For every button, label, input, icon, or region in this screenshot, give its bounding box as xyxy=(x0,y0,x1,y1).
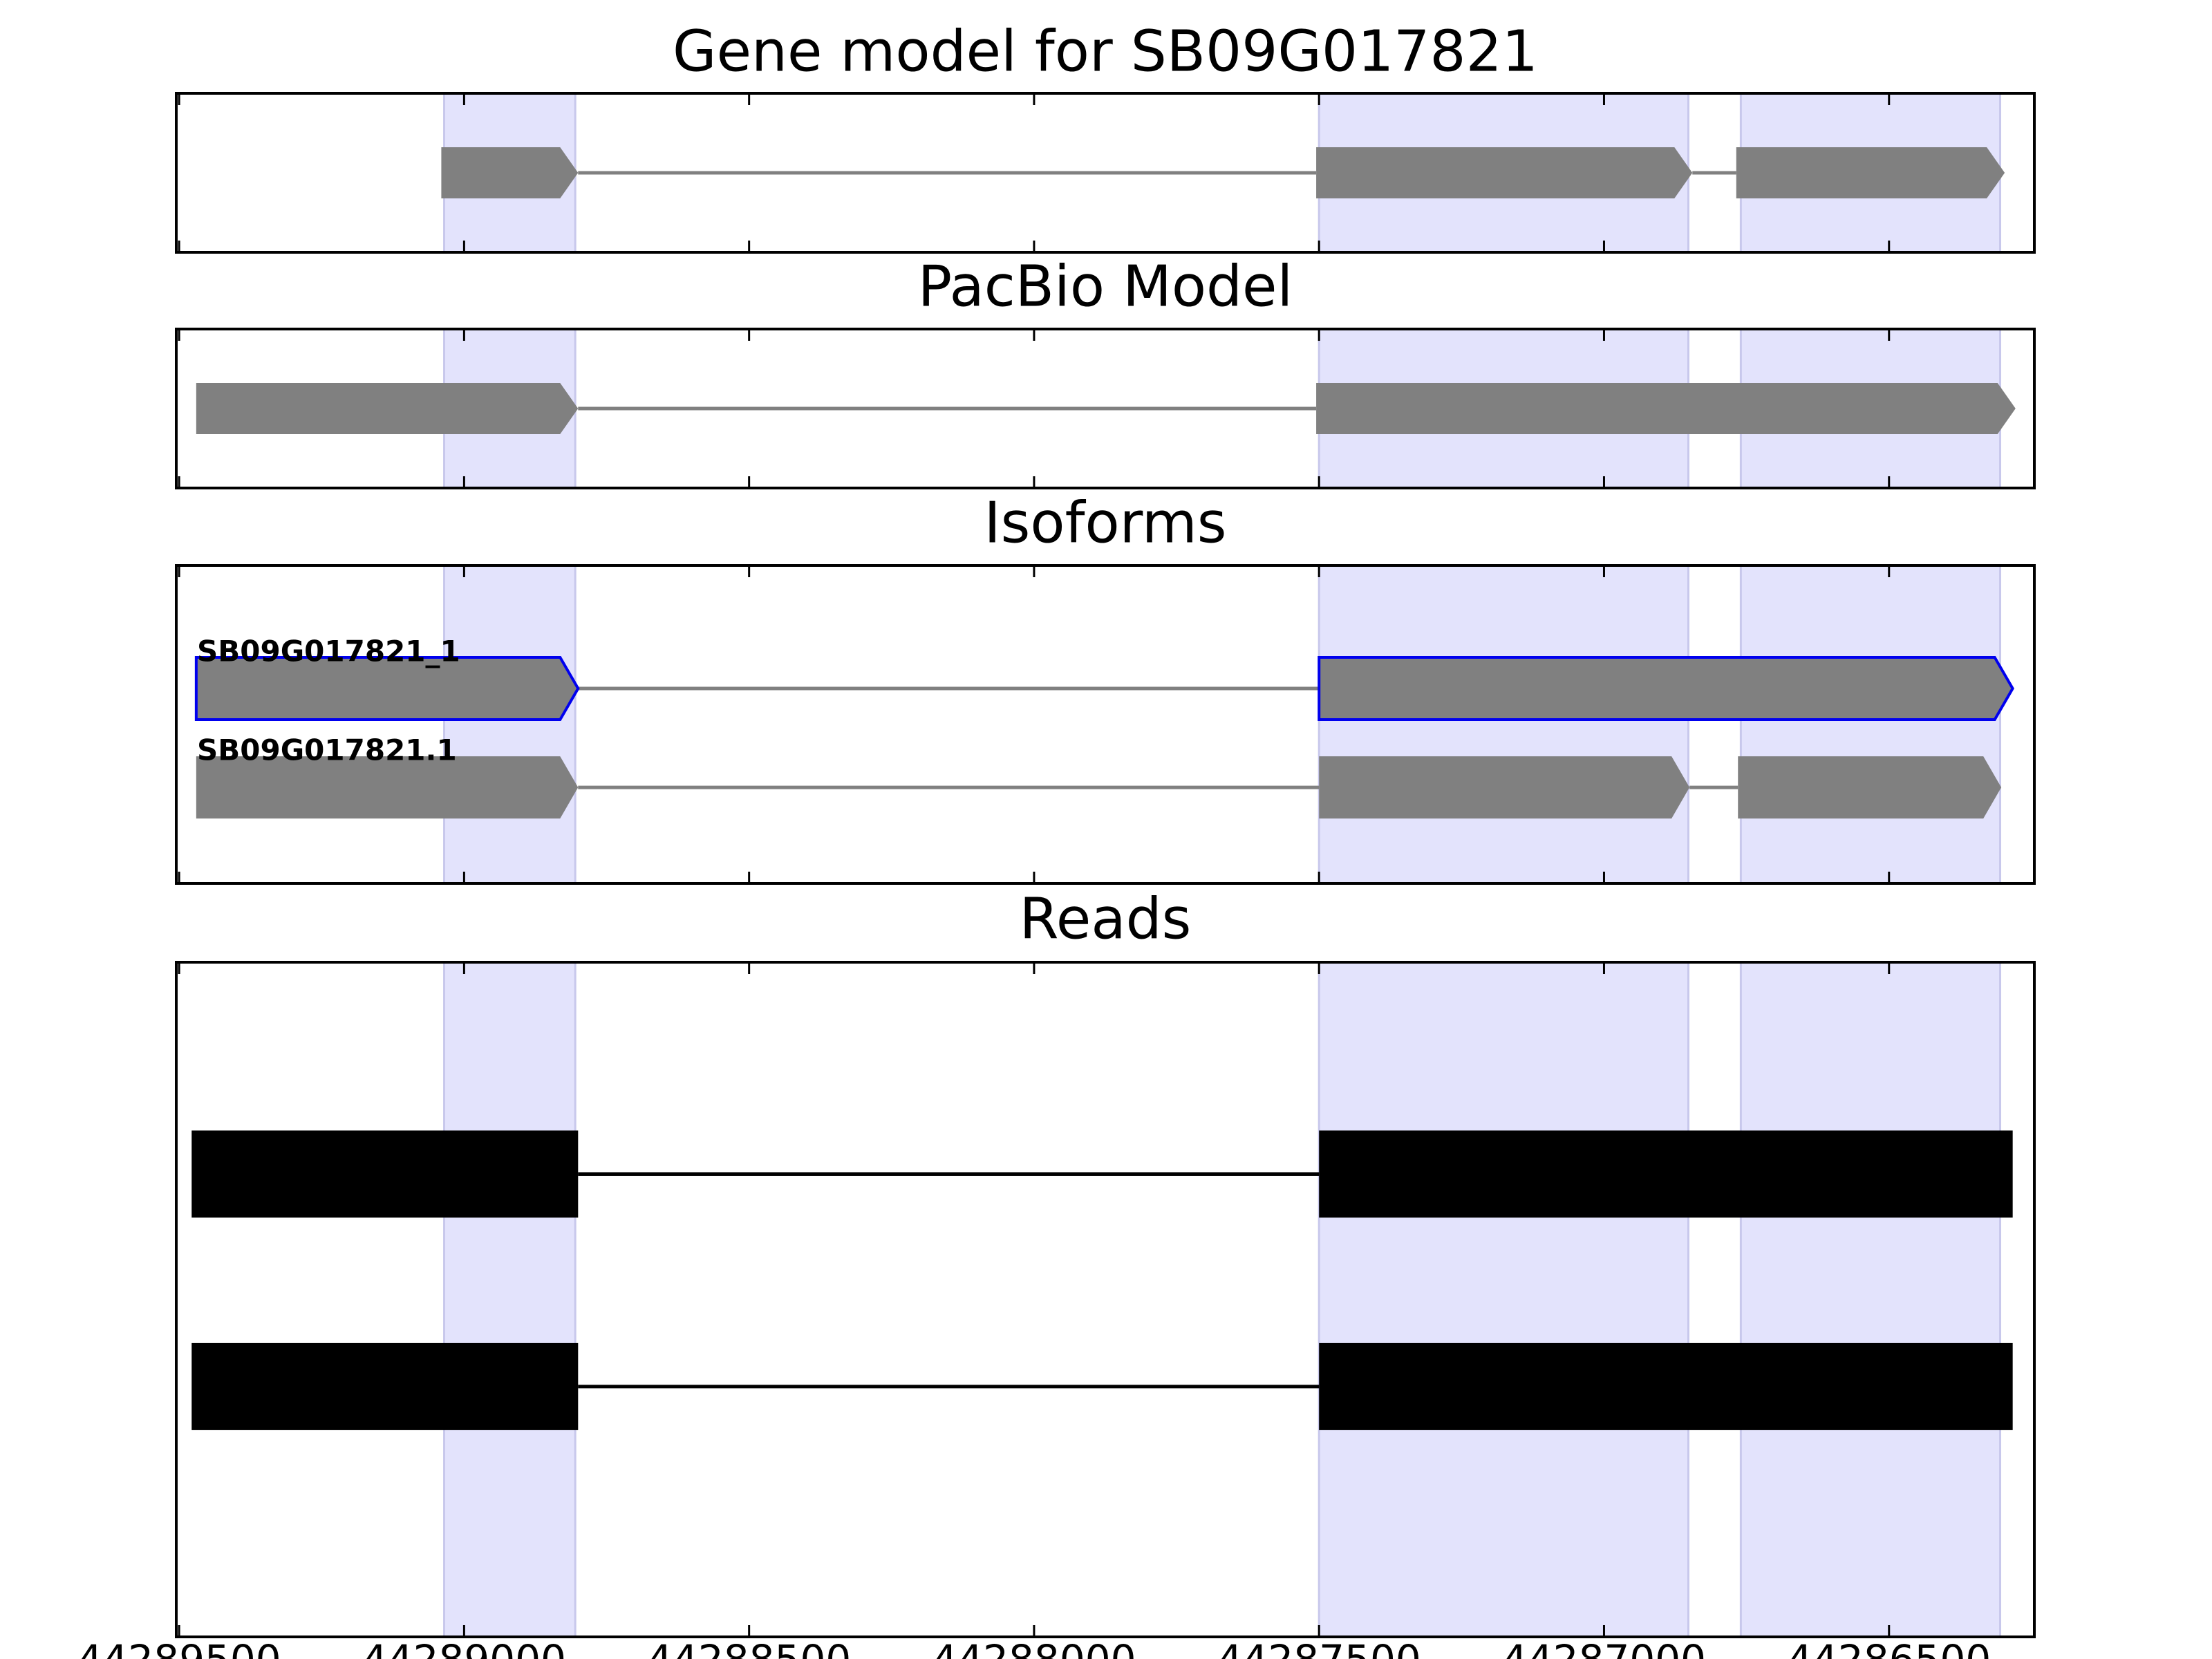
exon-highlight xyxy=(443,564,577,885)
x-tick-label: 44288500 xyxy=(647,1636,851,1659)
isoform-label: SB09G017821.1 xyxy=(197,733,457,767)
exon-highlight xyxy=(1318,961,1690,1638)
exon-highlight xyxy=(443,961,577,1638)
read-block xyxy=(1319,1342,2013,1430)
axes-frame xyxy=(175,92,2036,254)
exon-block xyxy=(194,656,580,722)
axes-frame xyxy=(175,328,2036,489)
x-tick-label: 44287000 xyxy=(1502,1636,1706,1659)
exon-block xyxy=(1736,147,2005,198)
panel-title: Gene model for SB09G017821 xyxy=(673,19,1538,84)
exon-highlight xyxy=(1318,564,1690,885)
exon-block xyxy=(196,756,579,819)
exon-block xyxy=(1318,656,2014,722)
exon-block xyxy=(196,383,579,434)
exon-block xyxy=(1316,147,1693,198)
exon-block xyxy=(1316,383,2016,434)
read-block xyxy=(191,1130,579,1218)
x-tick-label: 44287500 xyxy=(1217,1636,1421,1659)
panel-title: Isoforms xyxy=(984,490,1227,556)
panel-title: Reads xyxy=(1020,886,1192,952)
exon-block xyxy=(1319,756,1690,819)
axes-frame xyxy=(175,961,2036,1638)
axes-frame xyxy=(175,564,2036,885)
x-tick-label: 44288000 xyxy=(932,1636,1136,1659)
exon-block xyxy=(441,147,579,198)
exon-highlight xyxy=(1739,564,2002,885)
read-block xyxy=(1319,1130,2013,1218)
x-tick-label: 44289000 xyxy=(362,1636,566,1659)
isoform-label: SB09G017821_1 xyxy=(197,635,460,668)
x-tick-label: 44286500 xyxy=(1787,1636,1991,1659)
read-block xyxy=(191,1342,579,1430)
x-tick-label: 44289500 xyxy=(77,1636,281,1659)
exon-block xyxy=(1738,756,2002,819)
panel-title: PacBio Model xyxy=(918,254,1293,319)
exon-highlight xyxy=(1739,961,2002,1638)
